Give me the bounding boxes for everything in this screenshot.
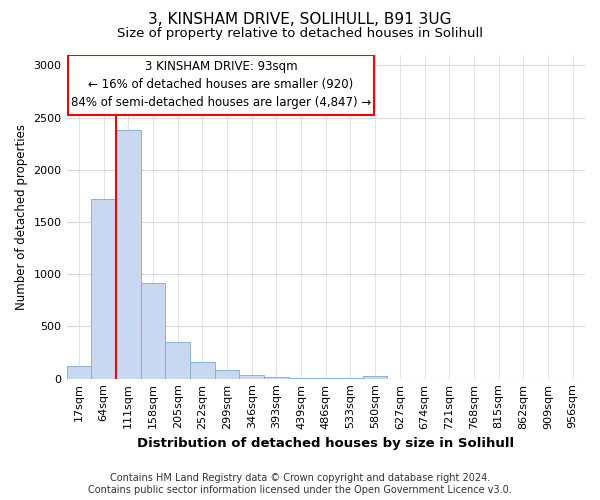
X-axis label: Distribution of detached houses by size in Solihull: Distribution of detached houses by size … [137,437,514,450]
Bar [363,376,388,378]
Y-axis label: Number of detached properties: Number of detached properties [15,124,28,310]
Text: 3, KINSHAM DRIVE, SOLIHULL, B91 3UG: 3, KINSHAM DRIVE, SOLIHULL, B91 3UG [148,12,452,28]
Bar [68,55,374,114]
Bar [239,374,264,378]
Bar [264,376,289,378]
Bar [165,342,190,378]
Text: Size of property relative to detached houses in Solihull: Size of property relative to detached ho… [117,28,483,40]
Bar [140,282,165,378]
Bar [215,370,239,378]
Text: Contains HM Land Registry data © Crown copyright and database right 2024.
Contai: Contains HM Land Registry data © Crown c… [88,474,512,495]
Bar [91,199,116,378]
Text: 3 KINSHAM DRIVE: 93sqm
← 16% of detached houses are smaller (920)
84% of semi-de: 3 KINSHAM DRIVE: 93sqm ← 16% of detached… [71,60,371,110]
Bar [190,362,215,378]
Bar [116,130,140,378]
Bar [67,366,91,378]
